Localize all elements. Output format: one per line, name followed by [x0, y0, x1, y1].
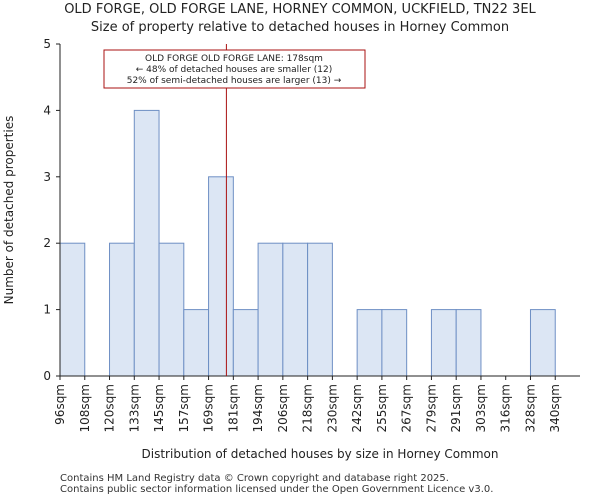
annotation-box: OLD FORGE OLD FORGE LANE: 178sqm ← 48% o…	[103, 49, 366, 89]
x-tick-label: 218sqm	[301, 384, 315, 432]
bar-145sqm	[158, 242, 185, 377]
x-tick-label: 291sqm	[449, 384, 463, 432]
bar-194sqm	[257, 242, 284, 377]
x-tick-label: 206sqm	[276, 384, 290, 432]
bars-group	[59, 109, 556, 377]
bar-120sqm	[109, 242, 135, 377]
chart-title: OLD FORGE, OLD FORGE LANE, HORNEY COMMON…	[64, 2, 536, 17]
x-tick-label: 242sqm	[350, 384, 364, 432]
x-tick-label: 230sqm	[325, 384, 339, 432]
footer-line-2: Contains public sector information licen…	[60, 484, 494, 495]
y-tick-label: 3	[43, 170, 51, 184]
bar-218sqm	[307, 242, 333, 377]
x-tick-label: 96sqm	[53, 384, 67, 425]
x-axis-label: Distribution of detached houses by size …	[142, 447, 499, 461]
x-tick-label: 108sqm	[78, 384, 92, 432]
annotation-line-1: OLD FORGE OLD FORGE LANE: 178sqm	[145, 54, 323, 64]
y-tick-label: 0	[43, 369, 51, 383]
bar-255sqm	[381, 309, 408, 377]
bar-291sqm	[455, 309, 482, 377]
y-tick-label: 5	[43, 37, 51, 51]
x-tick-label: 340sqm	[548, 384, 562, 432]
x-tick-label: 169sqm	[202, 384, 216, 432]
y-tick-label: 2	[43, 236, 51, 250]
annotation-line-3: 52% of semi-detached houses are larger (…	[127, 76, 342, 86]
bar-96sqm	[59, 242, 86, 377]
y-tick-label: 1	[43, 303, 51, 317]
bar-181sqm	[232, 309, 259, 377]
x-tick-label: 328sqm	[523, 384, 537, 432]
footer-line-1: Contains HM Land Registry data © Crown c…	[60, 473, 449, 484]
x-tick-label: 279sqm	[424, 384, 438, 432]
bar-279sqm	[430, 309, 457, 377]
x-tick-label: 267sqm	[400, 384, 414, 432]
chart-subtitle: Size of property relative to detached ho…	[90, 20, 510, 35]
bar-133sqm	[133, 109, 160, 377]
x-tick-label: 120sqm	[103, 384, 117, 432]
x-tick-label: 133sqm	[127, 384, 141, 432]
x-axis: 96sqm 108sqm 120sqm 133sqm 145sqm 157sqm 169sq…	[53, 375, 580, 432]
annotation-line-2: ← 48% of detached houses are smaller (12…	[136, 65, 333, 75]
x-tick-label: 303sqm	[474, 384, 488, 432]
y-axis: 0 1 2 3 4 5	[43, 37, 61, 383]
y-tick-label: 4	[43, 103, 51, 117]
bar-157sqm	[183, 309, 210, 377]
bar-242sqm	[356, 309, 383, 377]
x-tick-label: 157sqm	[177, 384, 191, 432]
x-tick-label: 316sqm	[499, 384, 513, 432]
histogram-chart: 0 1 2 3 4 5 96sqm 108sqm 120sqm 133sqm 145sqm 157s…	[2, 37, 580, 461]
x-tick-label: 145sqm	[152, 384, 166, 432]
bar-169sqm	[208, 176, 234, 377]
bar-206sqm	[282, 242, 309, 377]
x-tick-label: 194sqm	[251, 384, 265, 432]
x-tick-label: 181sqm	[226, 384, 240, 432]
y-axis-label: Number of detached properties	[2, 116, 16, 305]
x-tick-label: 255sqm	[375, 384, 389, 432]
bar-328sqm	[529, 309, 556, 377]
